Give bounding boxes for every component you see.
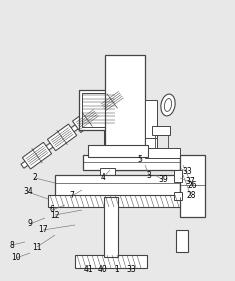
Bar [174, 192, 182, 200]
Bar [88, 145, 148, 157]
Ellipse shape [164, 99, 172, 112]
Bar [83, 155, 180, 170]
Bar [82, 93, 116, 127]
Text: 10: 10 [11, 253, 21, 262]
Text: 3: 3 [147, 171, 151, 180]
Text: 39: 39 [158, 176, 168, 185]
Bar [104, 197, 118, 257]
Circle shape [84, 116, 91, 123]
Text: 2: 2 [33, 173, 37, 182]
Text: 8: 8 [10, 241, 14, 250]
Polygon shape [22, 142, 52, 169]
Text: 9: 9 [27, 219, 32, 228]
Text: 11: 11 [32, 243, 42, 251]
Text: 12: 12 [50, 210, 60, 219]
Polygon shape [21, 88, 129, 168]
Bar [55, 175, 180, 197]
Bar [152, 126, 170, 135]
Text: 17: 17 [38, 225, 48, 235]
Bar [75, 255, 147, 268]
Bar [100, 168, 115, 176]
Bar [176, 230, 188, 252]
Text: 33: 33 [182, 167, 192, 176]
Bar [174, 170, 182, 182]
Bar [145, 148, 180, 158]
Text: 28: 28 [186, 191, 196, 201]
Bar [180, 155, 205, 217]
Bar [79, 90, 119, 130]
Circle shape [104, 99, 110, 105]
Bar [145, 138, 157, 148]
Text: 1: 1 [115, 266, 119, 275]
Text: 7: 7 [70, 191, 74, 201]
Text: 37: 37 [185, 178, 195, 187]
Polygon shape [47, 124, 77, 151]
Text: 6: 6 [50, 205, 55, 214]
Text: 34: 34 [23, 187, 33, 196]
Text: 40: 40 [98, 266, 108, 275]
Ellipse shape [161, 94, 175, 116]
Text: 5: 5 [137, 155, 142, 164]
Polygon shape [98, 88, 127, 114]
Text: 33: 33 [126, 266, 136, 275]
Text: 4: 4 [101, 173, 106, 182]
Text: 26: 26 [187, 180, 197, 189]
Text: 41: 41 [83, 266, 93, 275]
Polygon shape [73, 106, 102, 132]
Bar [48, 195, 183, 207]
Bar [104, 95, 111, 170]
Bar [105, 55, 145, 170]
Bar [145, 100, 157, 140]
Bar [103, 100, 112, 108]
